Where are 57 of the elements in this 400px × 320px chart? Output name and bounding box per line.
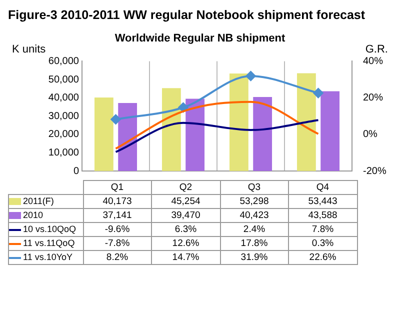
y-tick-label: 30,000	[48, 110, 80, 122]
data-label: 40,173	[83, 194, 152, 208]
line-series	[114, 119, 320, 153]
data-label: 14.7%	[152, 250, 220, 264]
data-label: 53,443	[288, 194, 357, 208]
data-label: 6.3%	[152, 222, 220, 236]
data-label: -7.8%	[83, 236, 152, 250]
x-tick-label: Q3	[220, 180, 288, 194]
data-label: 43,588	[288, 208, 357, 222]
y-tick-label: 40,000	[48, 92, 80, 104]
x-tick-label: Q1	[83, 180, 152, 194]
legend-label: 11 vs.10YoY	[8, 250, 83, 264]
data-label: -9.6%	[83, 222, 152, 236]
data-label: 12.6%	[152, 236, 220, 250]
point	[178, 102, 188, 112]
bar	[229, 73, 248, 171]
data-label: 39,470	[152, 208, 220, 222]
data-label: 8.2%	[83, 250, 152, 264]
y-tick-label: 0	[73, 166, 80, 177]
legend-label: 2011(F)	[8, 194, 83, 208]
data-label: 17.8%	[220, 236, 288, 250]
y2-tick-label: 0%	[363, 129, 378, 140]
data-label: 2.4%	[220, 222, 288, 236]
legend-label: 10 vs.10QoQ	[8, 222, 83, 236]
data-label: 53,298	[220, 194, 288, 208]
x-tick-label: Q2	[152, 180, 220, 194]
y2-tick-label: 20%	[363, 92, 384, 104]
bar	[162, 88, 181, 171]
legend-label: 11 vs.11QoQ	[8, 236, 83, 250]
bar	[296, 73, 316, 171]
y-axis-title: K units	[12, 44, 46, 56]
point	[110, 114, 121, 124]
data-label: 31.9%	[220, 250, 288, 264]
legend-label: 2010	[8, 208, 83, 222]
data-label: 45,254	[152, 194, 220, 208]
y2-tick-label: -20%	[363, 166, 386, 177]
data-label: 37,141	[83, 208, 152, 222]
bar	[186, 98, 205, 171]
data-label: 0.3%	[288, 236, 357, 250]
data-label: 40,423	[220, 208, 288, 222]
chart-subtitle: Worldwide Regular NB shipment	[114, 32, 286, 45]
y2-axis-title: G.R.	[365, 44, 388, 56]
data-label: 22.6%	[288, 250, 357, 264]
bar	[253, 97, 272, 171]
bar	[320, 91, 340, 171]
y-tick-label: 60,000	[48, 56, 80, 67]
point	[246, 71, 256, 82]
y-tick-label: 10,000	[48, 147, 80, 158]
bar	[94, 97, 114, 171]
y-tick-label: 50,000	[48, 74, 80, 86]
chart-title: Figure-3 2010-2011 WW regular Notebook shipment forecast	[8, 8, 366, 24]
y2-tick-label: 40%	[363, 56, 384, 67]
x-tick-label: Q4	[288, 180, 357, 194]
line-series	[114, 100, 320, 150]
data-label: 7.8%	[288, 222, 357, 236]
point	[313, 88, 324, 98]
y-tick-label: 20,000	[48, 129, 80, 140]
